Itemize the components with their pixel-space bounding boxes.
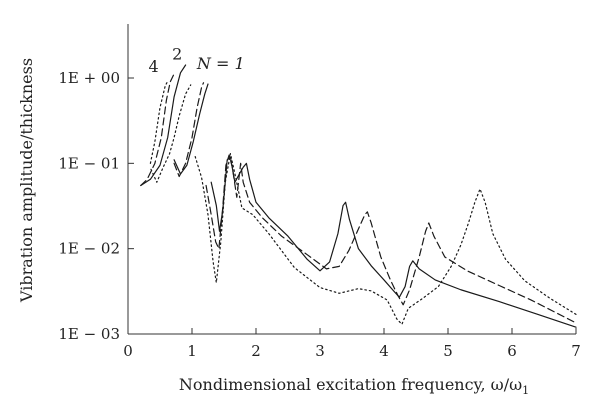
x-axis-ticks: 0 1 2 3 4 5 6 7 — [123, 328, 581, 360]
y-tick-label: 1E − 01 — [58, 154, 120, 172]
plot-area — [127, 24, 576, 335]
x-tick-label: 3 — [315, 342, 325, 360]
series-layer — [140, 64, 577, 328]
x-axis-title-main: Nondimensional excitation frequency, ω/ω — [179, 375, 522, 394]
x-tick-label: 5 — [443, 342, 453, 360]
series-line — [140, 64, 187, 187]
x-tick-label: 1 — [187, 342, 197, 360]
x-axis-title-subscript: 1 — [522, 384, 529, 397]
series-1 — [140, 64, 577, 328]
curve-label: 4 — [149, 57, 159, 76]
x-tick-label: 0 — [123, 342, 133, 360]
y-axis-title: Vibration amplitude/thickness — [17, 58, 36, 303]
series-line — [194, 153, 577, 325]
curve-label: 2 — [172, 44, 182, 63]
x-tick-label: 2 — [251, 342, 261, 360]
series-3 — [149, 80, 577, 325]
x-tick-label: 7 — [571, 342, 581, 360]
y-tick-label: 1E + 00 — [58, 69, 120, 87]
series-line — [140, 73, 175, 187]
series-2 — [140, 73, 577, 324]
x-tick-label: 4 — [379, 342, 389, 360]
y-axis-ticks: 1E − 03 1E − 02 1E − 01 1E + 00 — [58, 69, 134, 343]
series-line — [205, 154, 577, 324]
series-line — [210, 156, 577, 328]
x-axis-title: Nondimensional excitation frequency, ω/ω… — [179, 375, 529, 397]
x-tick-label: 6 — [507, 342, 517, 360]
y-tick-label: 1E − 02 — [58, 240, 120, 258]
curve-label: N = 1 — [196, 54, 245, 73]
y-tick-label: 1E − 03 — [58, 325, 120, 343]
series-line — [173, 82, 205, 178]
series-line — [150, 84, 192, 183]
series-line — [149, 80, 169, 164]
series-line — [173, 83, 209, 175]
curve-labels: N = 1 24 — [149, 44, 245, 75]
